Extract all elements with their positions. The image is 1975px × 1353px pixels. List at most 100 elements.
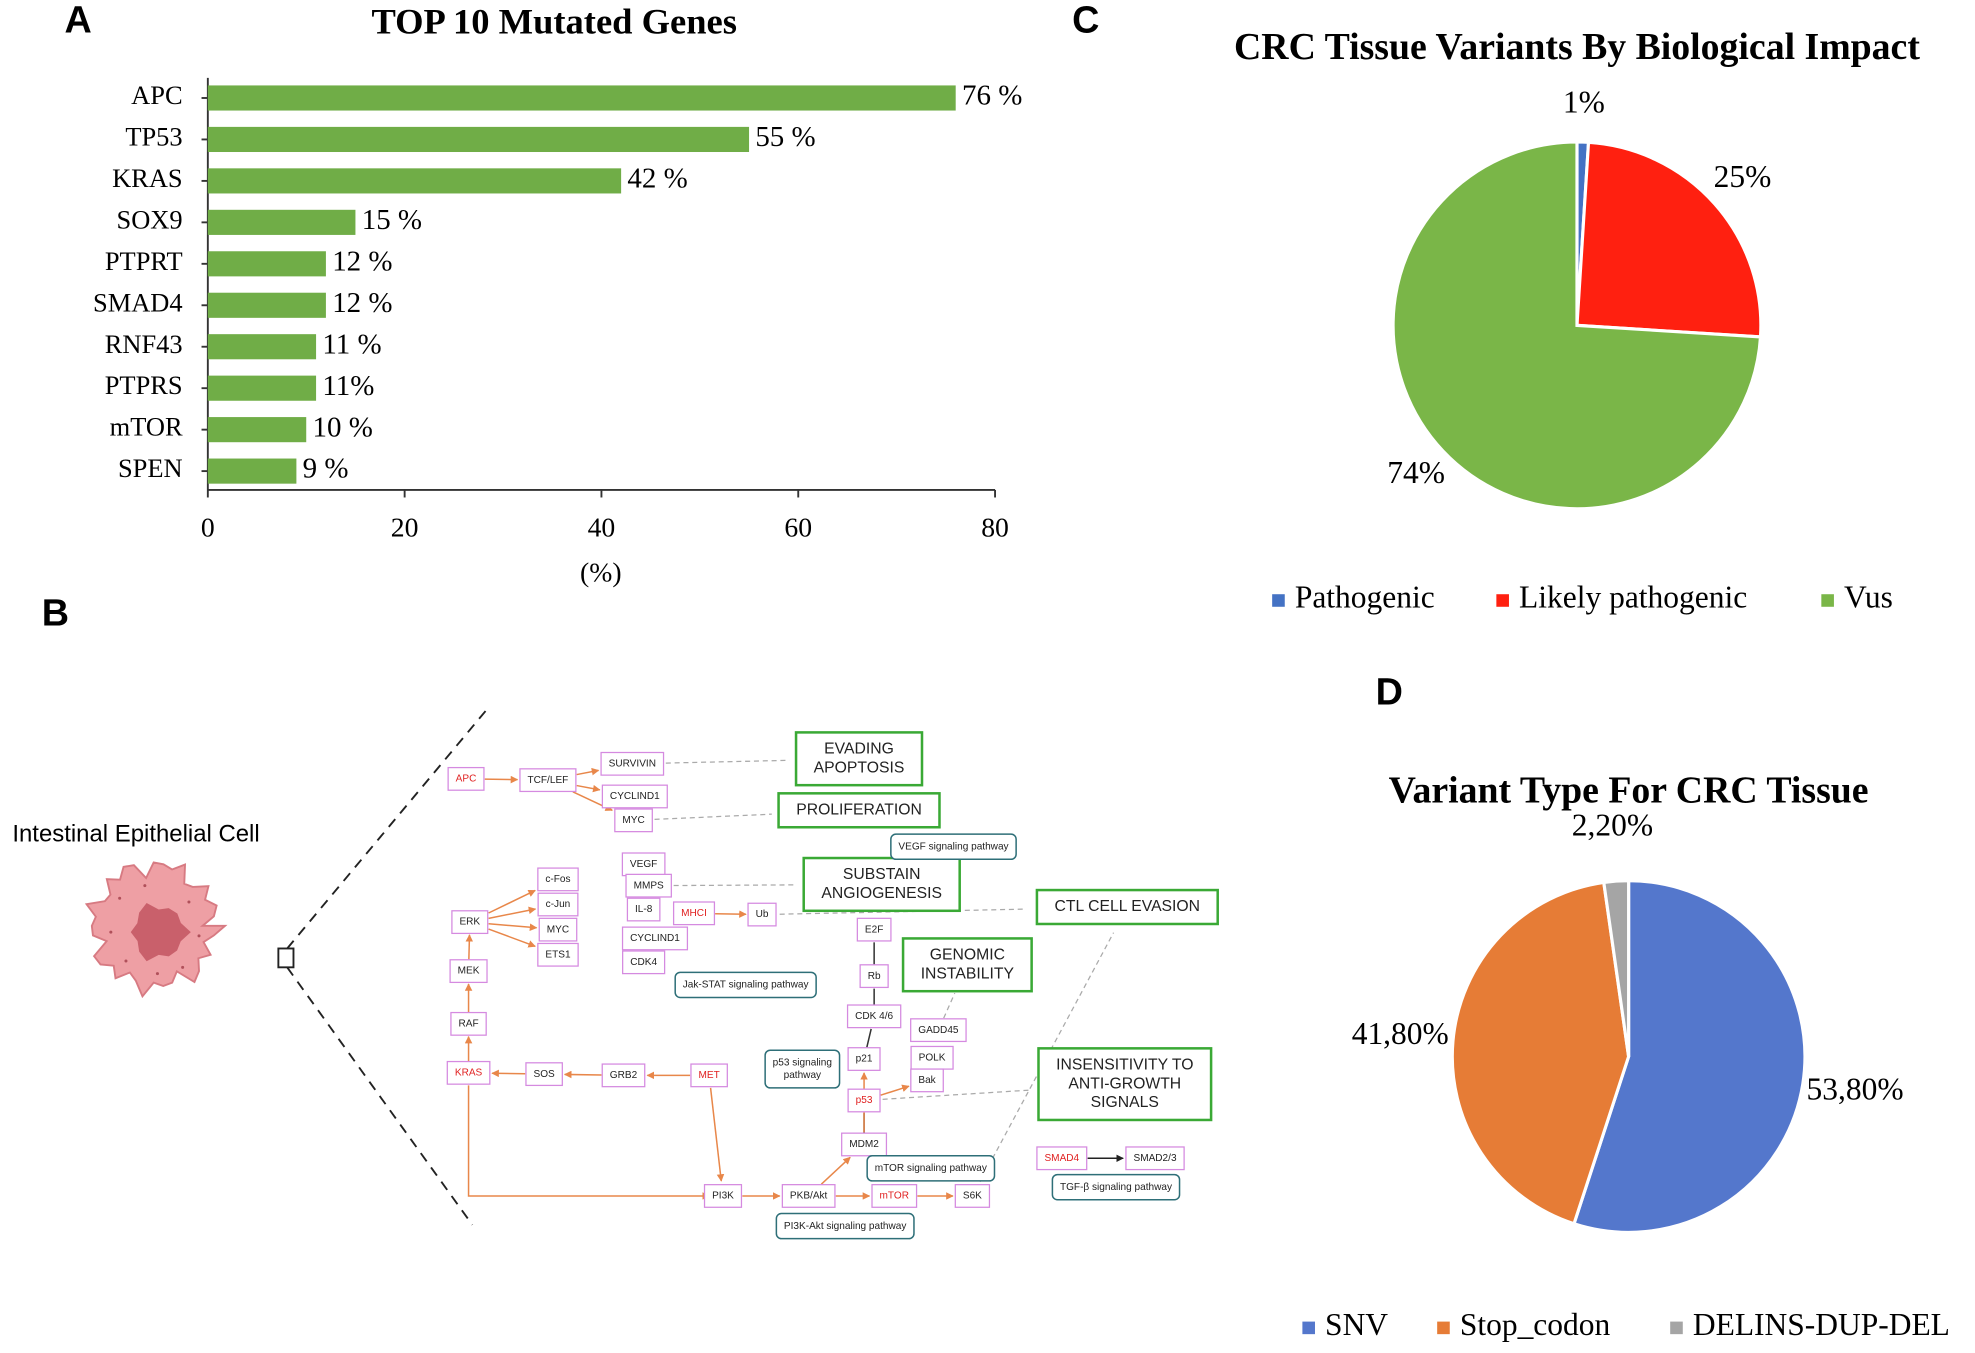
gene-box — [847, 1088, 881, 1113]
diagram-node: SMAD4 — [1036, 1146, 1088, 1171]
gene-box — [449, 959, 488, 984]
arrow — [465, 934, 474, 960]
diagram-node: CDK4 — [622, 950, 666, 975]
node-label: MMPS — [634, 880, 664, 891]
diagram-node: ERK — [451, 910, 489, 935]
value-label: 55 % — [755, 121, 815, 153]
node-label: MYC — [622, 815, 644, 826]
gene-box — [703, 1184, 743, 1208]
diagram-node: mTOR — [871, 1184, 918, 1208]
node-label: SOS — [534, 1069, 556, 1080]
legend-label: Vus — [1844, 580, 1893, 615]
cell-dot — [187, 900, 191, 904]
diagram-node: c-Jun — [537, 892, 579, 917]
x-axis-label: (%) — [580, 557, 622, 588]
gene-box — [910, 1068, 944, 1093]
value-label: 11 % — [322, 328, 381, 360]
panel-label: B — [42, 592, 69, 634]
node-label: GRB2 — [610, 1070, 638, 1081]
node-label: CYCLIND1 — [630, 933, 680, 944]
chart-title: CRC Tissue Variants By Biological Impact — [1234, 26, 1920, 68]
gene-box — [525, 1062, 563, 1087]
diagram-node: GADD45 — [910, 1018, 967, 1043]
cell-dot — [155, 972, 159, 976]
legend-label: Likely pathogenic — [1519, 580, 1747, 615]
legend-marker — [1302, 1321, 1315, 1335]
outcome-box — [1037, 1047, 1213, 1122]
value-label: 2,20% — [1572, 808, 1653, 843]
diagram-node: ETS1 — [537, 942, 579, 967]
node-label: CYCLIND1 — [610, 791, 660, 802]
outcome-box — [777, 792, 941, 829]
node-label: TCF/LEF — [528, 775, 569, 786]
chart-title: Variant Type For CRC Tissue — [1389, 770, 1869, 812]
bar — [207, 251, 326, 277]
gene-box — [621, 926, 689, 951]
diagram-node: E2F — [856, 917, 892, 942]
pathway-box — [674, 971, 817, 999]
diagram-node: CYCLIND1 — [621, 926, 689, 951]
node-label: SIGNALS — [1091, 1094, 1159, 1111]
y-tick-label: TP53 — [125, 122, 182, 152]
gene-box — [537, 942, 579, 967]
diagram-node: VEGF signaling pathway — [890, 833, 1017, 861]
gene-box — [537, 892, 579, 917]
arrow — [576, 767, 600, 776]
gene-box — [600, 751, 665, 776]
node-label: p53 signaling — [773, 1057, 832, 1068]
diagram-node: CYCLIND1 — [601, 784, 668, 809]
gene-box — [910, 1018, 967, 1043]
legend-label: Stop_codon — [1460, 1307, 1611, 1342]
cell-dot — [109, 930, 113, 934]
node-label: SURVIVIN — [609, 758, 656, 769]
node-label: APC — [456, 774, 477, 785]
diagram-node: MMPS — [625, 873, 672, 898]
value-label: 9 % — [303, 453, 349, 485]
diagram-node: p53 signaling pathway — [764, 1049, 841, 1089]
diagram-node: Ub — [747, 902, 777, 927]
zoom-line — [286, 966, 474, 1226]
diagram-node: MHCI — [672, 901, 716, 926]
node-label: PKB/Akt — [790, 1191, 828, 1202]
diagram-node: INSENSITIVITY TO ANTI-GROWTH SIGNALS — [1037, 1047, 1213, 1122]
outcome-box — [1035, 888, 1219, 926]
node-label: GENOMIC — [930, 947, 1005, 964]
pie-slice — [1602, 879, 1631, 1057]
arrow — [484, 775, 519, 784]
pathway-box — [866, 1155, 996, 1182]
node-label: Rb — [868, 971, 881, 982]
legend-label: DELINS-DUP-DEL — [1693, 1307, 1950, 1342]
diagram-node: POLK — [910, 1045, 954, 1070]
node-label: INSENSITIVITY TO — [1056, 1056, 1193, 1073]
panel-label: C — [1072, 0, 1099, 41]
diagram-node: APC — [447, 766, 485, 791]
inhibition — [866, 1028, 872, 1048]
node-label: SUBSTAIN — [843, 866, 921, 883]
cell-dot — [143, 884, 147, 888]
link — [943, 992, 956, 1019]
node-label: p53 — [856, 1095, 873, 1106]
value-label: 10 % — [313, 411, 373, 443]
node-label: ERK — [459, 917, 480, 928]
node-label: KRAS — [455, 1068, 483, 1079]
diagram-node: CTL CELL EVASION — [1035, 888, 1219, 926]
legend-label: Pathogenic — [1295, 580, 1435, 615]
diagram-node: KRAS — [446, 1060, 491, 1085]
node-label: Ub — [756, 909, 769, 920]
x-tick-label: 0 — [201, 512, 215, 543]
y-tick-label: RNF43 — [105, 329, 183, 359]
diagram-node: VEGF — [621, 852, 666, 877]
cell-dot — [181, 965, 185, 969]
x-tick-label: 40 — [588, 512, 616, 543]
y-tick-label: APC — [131, 80, 182, 110]
node-label: mTOR signaling pathway — [875, 1163, 987, 1174]
diagram-node: PI3K — [703, 1184, 743, 1208]
node-label: INSTABILITY — [921, 965, 1015, 982]
gene-box — [538, 917, 578, 942]
bar — [207, 334, 317, 360]
value-label: 25% — [1714, 159, 1772, 194]
gene-box — [847, 1047, 881, 1071]
arrow — [563, 1070, 602, 1079]
